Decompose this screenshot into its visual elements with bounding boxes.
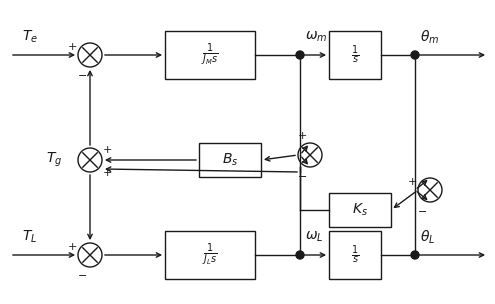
Text: +: + — [102, 145, 112, 155]
Text: $T_L$: $T_L$ — [22, 229, 37, 245]
Circle shape — [78, 43, 102, 67]
Bar — [165, 31, 255, 79]
Text: +: + — [297, 131, 307, 141]
Text: +: + — [102, 168, 112, 178]
Text: $B_s$: $B_s$ — [222, 152, 238, 168]
Text: +: + — [67, 42, 77, 52]
Circle shape — [298, 143, 322, 167]
Text: $\frac{1}{J_M s}$: $\frac{1}{J_M s}$ — [201, 42, 219, 68]
Circle shape — [418, 178, 442, 202]
Text: $\theta_m$: $\theta_m$ — [420, 28, 440, 46]
Text: $\frac{1}{s}$: $\frac{1}{s}$ — [351, 244, 359, 267]
Text: $\omega_L$: $\omega_L$ — [305, 230, 323, 244]
Text: $-$: $-$ — [77, 69, 87, 79]
Text: $\frac{1}{s}$: $\frac{1}{s}$ — [351, 43, 359, 67]
Text: $\omega_m$: $\omega_m$ — [305, 30, 328, 44]
Bar — [329, 231, 381, 279]
Bar — [199, 143, 261, 177]
Text: $T_g$: $T_g$ — [46, 151, 62, 169]
Text: $T_e$: $T_e$ — [22, 29, 38, 45]
Text: $-$: $-$ — [297, 170, 307, 180]
Text: +: + — [67, 242, 77, 252]
Circle shape — [296, 251, 304, 259]
Text: +: + — [407, 177, 417, 187]
Bar — [329, 31, 381, 79]
Text: $\theta_L$: $\theta_L$ — [420, 228, 435, 246]
Text: $-$: $-$ — [417, 205, 427, 215]
Circle shape — [78, 148, 102, 172]
Circle shape — [296, 51, 304, 59]
Bar — [329, 193, 391, 227]
Text: $K_s$: $K_s$ — [352, 202, 368, 218]
Text: $-$: $-$ — [77, 269, 87, 279]
Text: $\frac{1}{J_L s}$: $\frac{1}{J_L s}$ — [202, 242, 218, 268]
Bar — [165, 231, 255, 279]
Circle shape — [78, 243, 102, 267]
Circle shape — [411, 51, 419, 59]
Circle shape — [411, 251, 419, 259]
